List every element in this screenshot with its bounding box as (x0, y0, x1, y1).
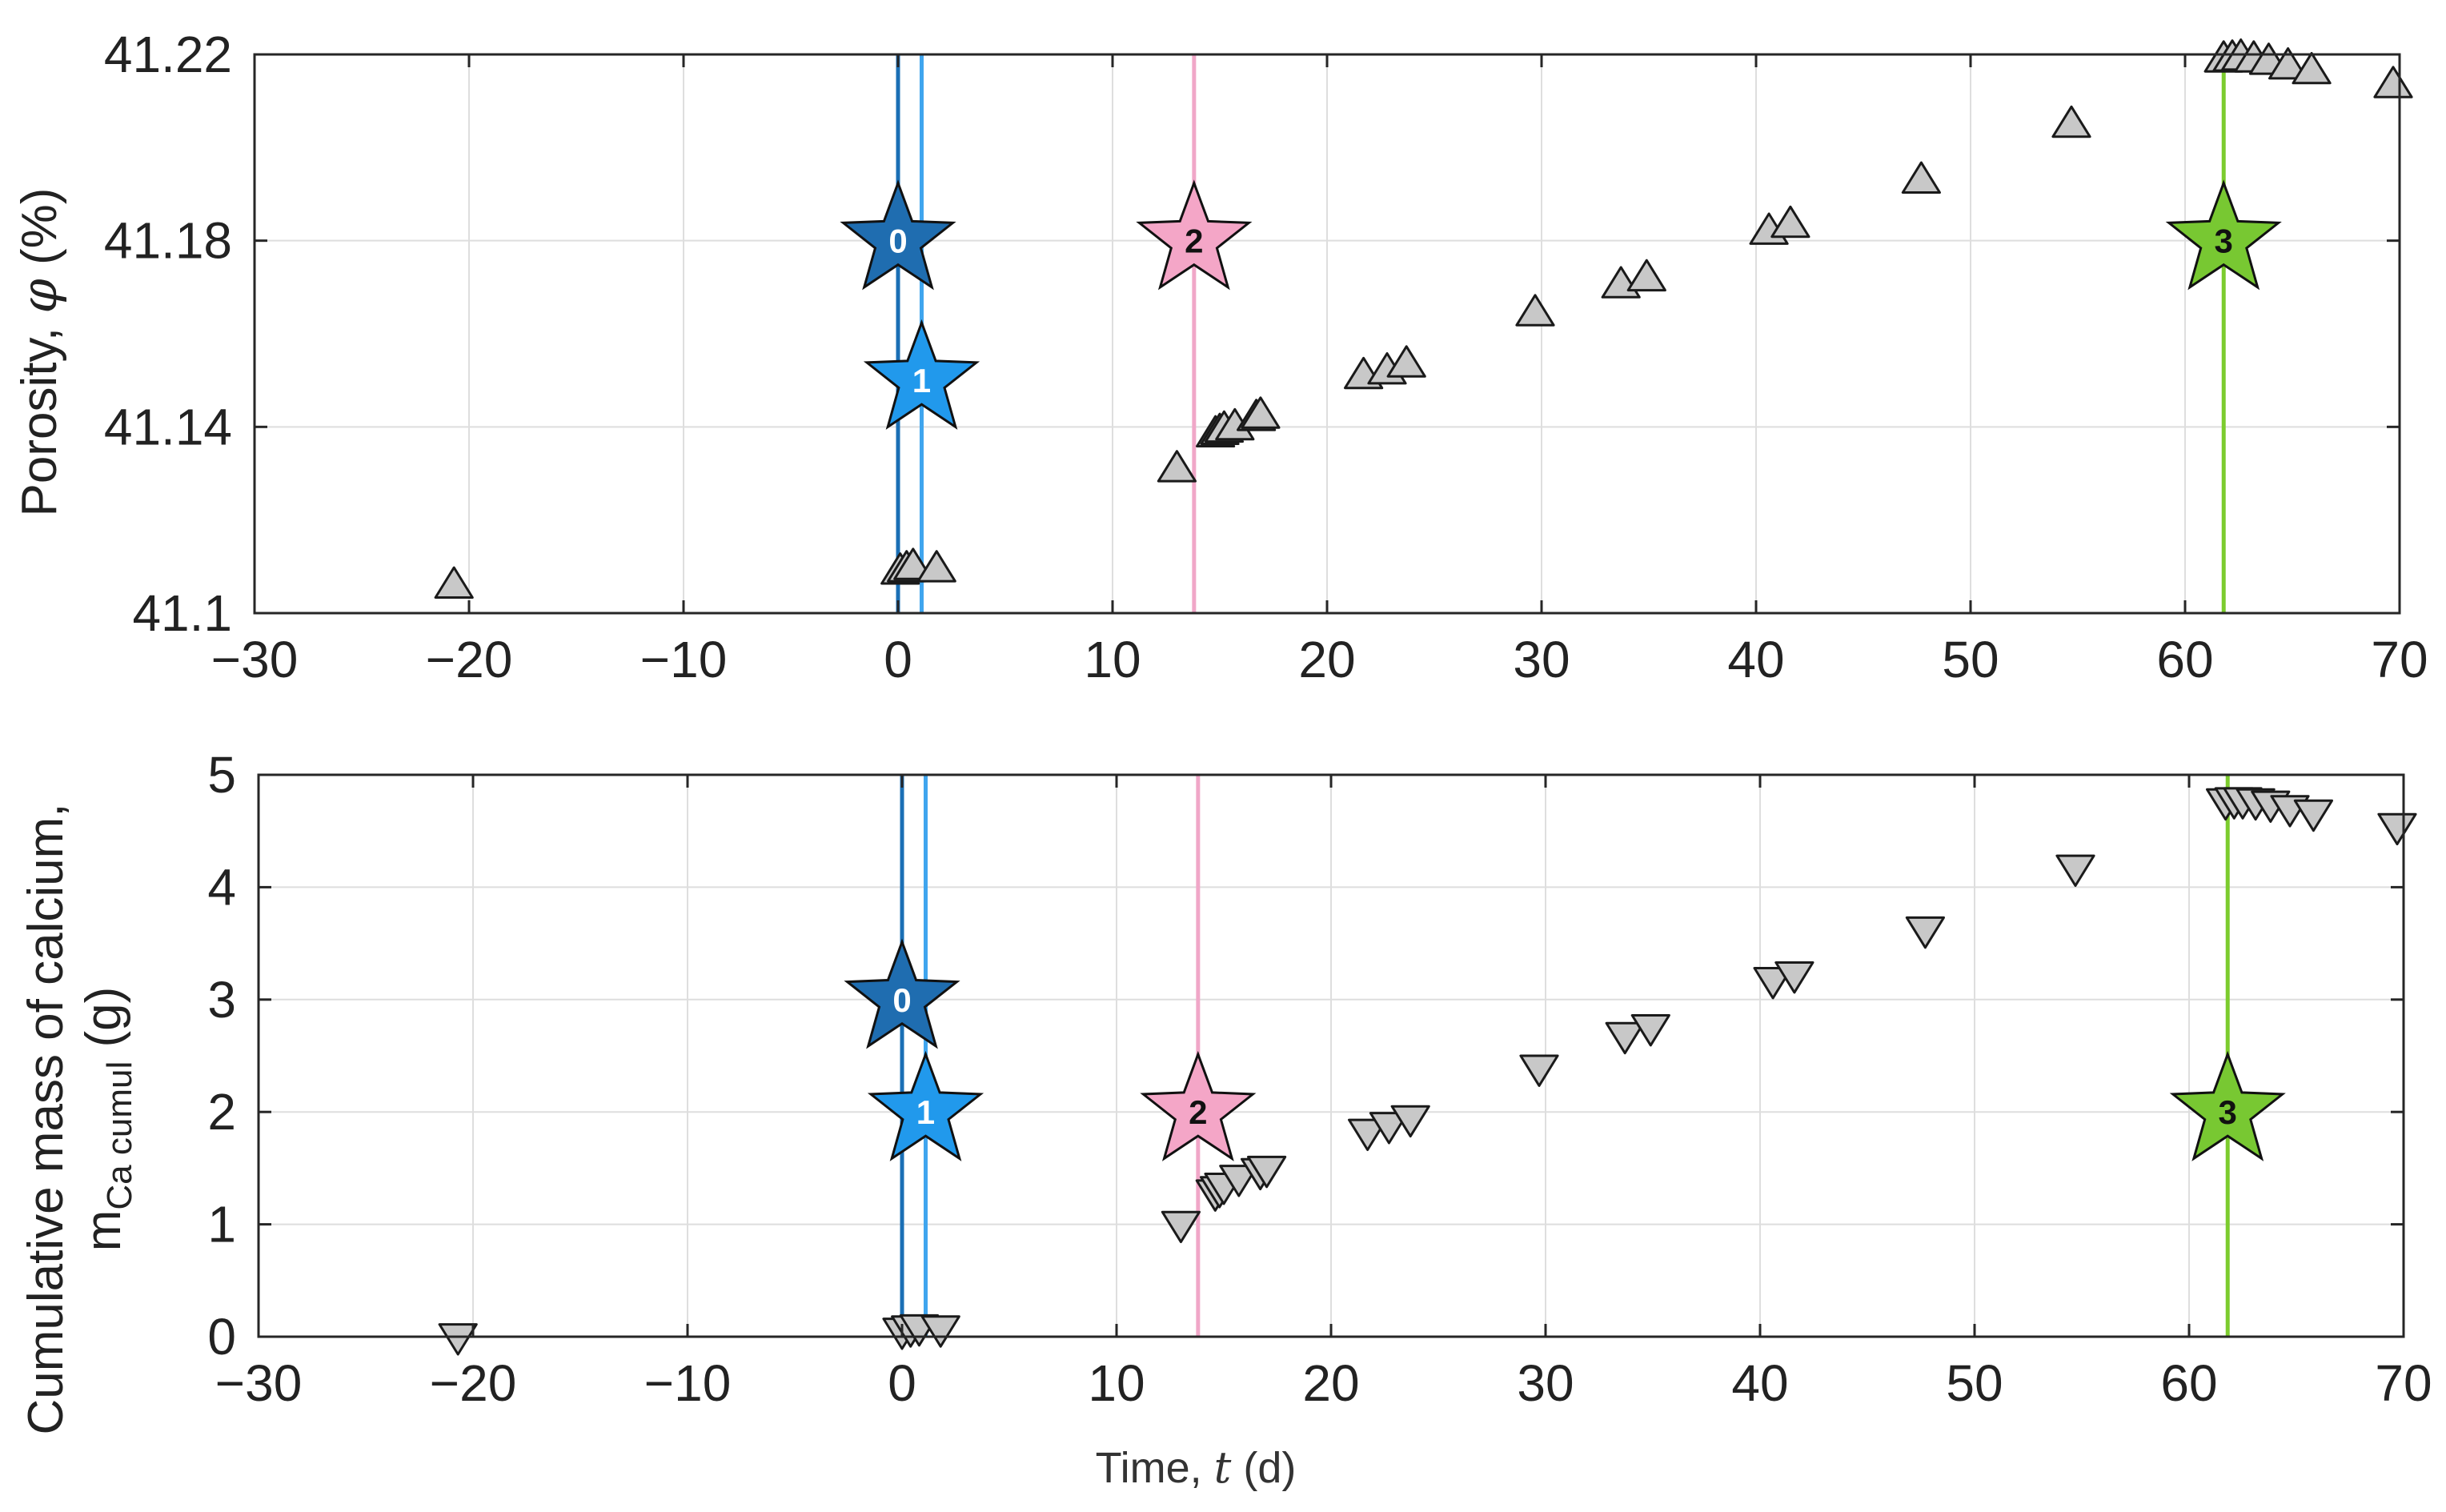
data-point-marker (1905, 916, 1945, 949)
stage-star-marker (2169, 1050, 2286, 1161)
calcium-mass-panel: 0 1 2 3 −30 −20 −10 0 10 20 30 40 50 60 70 0 1 2 3 4 5 (207, 746, 2432, 1412)
data-point-marker (2055, 854, 2095, 887)
stage-star-marker (2165, 179, 2282, 291)
data-point-marker (2268, 47, 2308, 80)
y-tick-label: 41.1 (132, 584, 232, 642)
x-tick-label: 50 (1942, 631, 1999, 688)
data-point-marker (1753, 967, 1793, 1000)
x-tick-label: −20 (430, 1354, 517, 1412)
data-point-marker (1626, 259, 1666, 292)
x-tick-label: 0 (884, 631, 912, 688)
x-tick-label: −30 (211, 631, 299, 688)
data-point-marker (1247, 1155, 1287, 1189)
y-tick-label: 41.18 (104, 212, 232, 270)
x-tick-label: −20 (426, 631, 513, 688)
stage-star-label: 2 (1189, 1093, 1207, 1131)
data-point-marker (1901, 161, 1941, 194)
y-tick-label: 5 (207, 746, 236, 804)
y-tick-label: 2 (207, 1083, 236, 1141)
y-tick-label: 3 (207, 971, 236, 1029)
y-tick-label: 41.14 (104, 398, 232, 455)
x-tick-label: 20 (1302, 1354, 1359, 1412)
y-tick-label: 41.22 (104, 26, 232, 83)
data-point-marker (1390, 1105, 1430, 1138)
data-point-marker (1519, 1054, 1559, 1087)
data-point-marker (1161, 1210, 1201, 1244)
data-point-marker (434, 566, 474, 599)
data-point-marker (916, 550, 956, 583)
stage-star-label: 0 (888, 223, 907, 260)
data-point-marker (920, 1315, 960, 1348)
x-tick-label: 40 (1727, 631, 1784, 688)
x-tick-label: 30 (1513, 631, 1570, 688)
data-point-marker (1774, 961, 1814, 994)
stage-star-label: 0 (892, 981, 911, 1019)
stage-star-label: 3 (2219, 1093, 2237, 1131)
stage-star-marker (1140, 1050, 1257, 1161)
x-tick-label: 60 (2156, 631, 2213, 688)
stage-star-marker (844, 938, 960, 1049)
y-tick-label: 1 (207, 1196, 236, 1253)
x-tick-label: 10 (1088, 1354, 1145, 1412)
calcium-y-axis-label-line2: mCa cumul (g) (76, 987, 139, 1252)
data-point-marker (1770, 205, 1810, 239)
x-tick-label: −10 (644, 1354, 732, 1412)
x-tick-label: 70 (2375, 1354, 2432, 1412)
stage-star-label: 2 (1185, 223, 1203, 260)
x-tick-label: −10 (640, 631, 728, 688)
x-tick-label: 50 (1946, 1354, 2003, 1412)
data-point-marker (1605, 1021, 1645, 1055)
stage-star-marker (867, 1050, 984, 1161)
data-point-marker (2373, 66, 2413, 98)
data-point-marker (1386, 345, 1426, 378)
x-tick-label: 20 (1298, 631, 1355, 688)
x-tick-label: 60 (2160, 1354, 2217, 1412)
stage-star-marker (1136, 179, 1253, 291)
x-tick-label: 40 (1731, 1354, 1788, 1412)
data-point-marker (2051, 105, 2091, 138)
data-point-marker (2377, 812, 2417, 846)
stage-star-label: 1 (912, 362, 931, 399)
data-point-marker (2293, 799, 2333, 832)
y-tick-label: 0 (207, 1308, 236, 1366)
data-point-marker (1219, 1165, 1259, 1197)
data-point-marker (1515, 294, 1555, 327)
stage-star-marker (863, 319, 980, 430)
data-point-marker (893, 547, 933, 580)
x-tick-label: 0 (888, 1354, 916, 1412)
x-tick-label: 70 (2371, 631, 2428, 688)
data-point-marker (2292, 51, 2332, 85)
y-tick-label: 4 (207, 858, 236, 916)
data-point-marker (1348, 1118, 1388, 1151)
stage-star-marker (840, 179, 956, 291)
stage-star-label: 1 (916, 1093, 935, 1131)
porosity-panel: 0 1 2 3 −30 −20 −10 0 10 20 30 40 50 60 70 41.1 41.14 41.… (104, 26, 2428, 688)
stage-star-label: 3 (2215, 223, 2233, 260)
x-tick-label: 10 (1084, 631, 1141, 688)
data-point-marker (1630, 1014, 1670, 1047)
data-point-marker (1241, 396, 1281, 429)
data-point-marker (1369, 1112, 1409, 1145)
data-point-marker (1157, 450, 1197, 483)
x-tick-label: −30 (215, 1354, 303, 1412)
data-point-marker (438, 1323, 478, 1356)
calcium-y-axis-label-line1: Cumulative mass of calcium, (18, 803, 74, 1434)
x-tick-label: 30 (1517, 1354, 1574, 1412)
time-x-axis-label: Time, t (d) (1096, 1442, 1297, 1493)
porosity-y-axis-label: Porosity, φ (%) (10, 188, 68, 517)
